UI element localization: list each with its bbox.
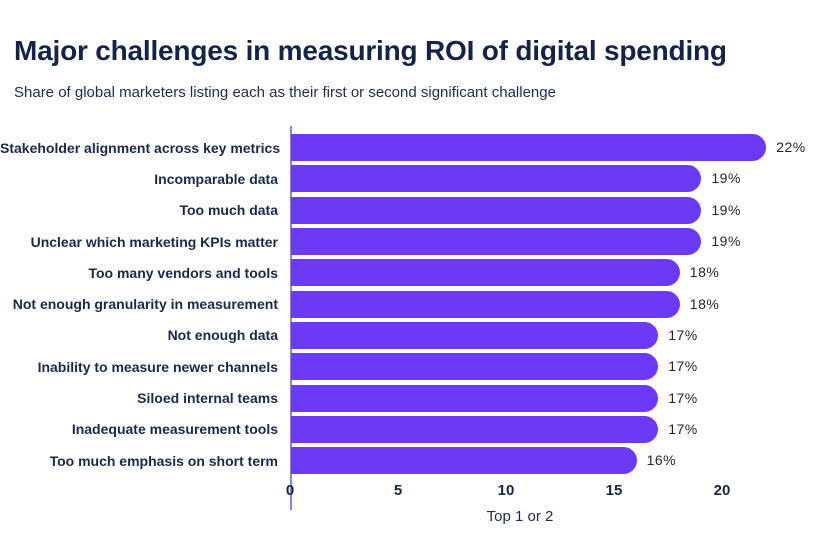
- x-axis-ticks: 0 5 10 15 20: [286, 482, 760, 502]
- bar-track: 16%: [291, 447, 831, 475]
- bar-track: 17%: [291, 321, 831, 349]
- bar-track: 18%: [291, 259, 831, 287]
- bar-track: 18%: [291, 290, 831, 318]
- bar: [291, 447, 637, 475]
- category-label: Siloed internal teams: [137, 390, 278, 407]
- bar-track: 17%: [291, 384, 831, 412]
- category-label: Not enough data: [167, 327, 278, 344]
- page-subtitle: Share of global marketers listing each a…: [14, 84, 556, 101]
- chart-row: Incomparable data 19%: [0, 163, 831, 194]
- value-label: 17%: [668, 389, 698, 406]
- bar-track: 17%: [291, 353, 831, 381]
- bar: [291, 415, 659, 443]
- chart-row: Inadequate measurement tools 17%: [0, 414, 831, 445]
- x-tick-label: 15: [605, 482, 623, 499]
- bar: [291, 196, 702, 224]
- value-label: 19%: [711, 201, 741, 218]
- chart-row: Too much emphasis on short term 16%: [0, 445, 831, 476]
- page-title: Major challenges in measuring ROI of dig…: [14, 34, 727, 66]
- chart-row: Siloed internal teams 17%: [0, 382, 831, 413]
- bar-track: 19%: [291, 196, 831, 224]
- bar-track: 19%: [291, 165, 831, 193]
- chart-row: Unclear which marketing KPIs matter 19%: [0, 226, 831, 257]
- category-label: Too much emphasis on short term: [49, 452, 278, 469]
- category-label: Not enough granularity in measurement: [12, 296, 278, 313]
- bar-track: 22%: [291, 134, 831, 162]
- value-label: 17%: [668, 358, 698, 375]
- bar: [291, 290, 680, 318]
- category-label: Incomparable data: [154, 170, 278, 187]
- bar: [291, 384, 659, 412]
- x-tick-label: 0: [285, 482, 295, 499]
- category-label: Inadequate measurement tools: [71, 421, 278, 438]
- category-label: Too many vendors and tools: [88, 264, 278, 281]
- chart-row: Not enough data 17%: [0, 320, 831, 351]
- chart-row: Inability to measure newer channels 17%: [0, 351, 831, 382]
- x-tick-label: 5: [393, 482, 403, 499]
- value-label: 17%: [668, 420, 698, 437]
- y-axis-line: [290, 126, 292, 510]
- chart-row: Stakeholder alignment across key metrics…: [0, 132, 831, 163]
- x-tick-label: 10: [497, 482, 515, 499]
- bar-track: 19%: [291, 228, 831, 256]
- bar-chart: Stakeholder alignment across key metrics…: [0, 126, 831, 540]
- bar: [291, 321, 659, 349]
- category-label: Stakeholder alignment across key metrics: [0, 139, 281, 156]
- chart-row: Too many vendors and tools 18%: [0, 257, 831, 288]
- chart-rows: Stakeholder alignment across key metrics…: [0, 132, 831, 476]
- bar: [291, 165, 702, 193]
- bar: [291, 259, 680, 287]
- x-axis-title: Top 1 or 2: [486, 508, 554, 525]
- value-label: 22%: [776, 139, 806, 156]
- bar-track: 17%: [291, 415, 831, 443]
- value-label: 18%: [689, 264, 720, 281]
- category-label: Inability to measure newer channels: [37, 358, 278, 375]
- bar: [291, 228, 702, 256]
- chart-row: Too much data 19%: [0, 195, 831, 226]
- x-tick-label: 20: [713, 482, 731, 499]
- category-label: Too much data: [179, 202, 278, 219]
- value-label: 19%: [711, 170, 741, 187]
- value-label: 17%: [668, 326, 698, 343]
- bar: [291, 134, 767, 162]
- chart-row: Not enough granularity in measurement 18%: [0, 288, 831, 319]
- bar: [291, 353, 659, 381]
- value-label: 19%: [711, 233, 741, 250]
- value-label: 16%: [646, 452, 677, 469]
- category-label: Unclear which marketing KPIs matter: [30, 233, 278, 250]
- value-label: 18%: [689, 295, 720, 312]
